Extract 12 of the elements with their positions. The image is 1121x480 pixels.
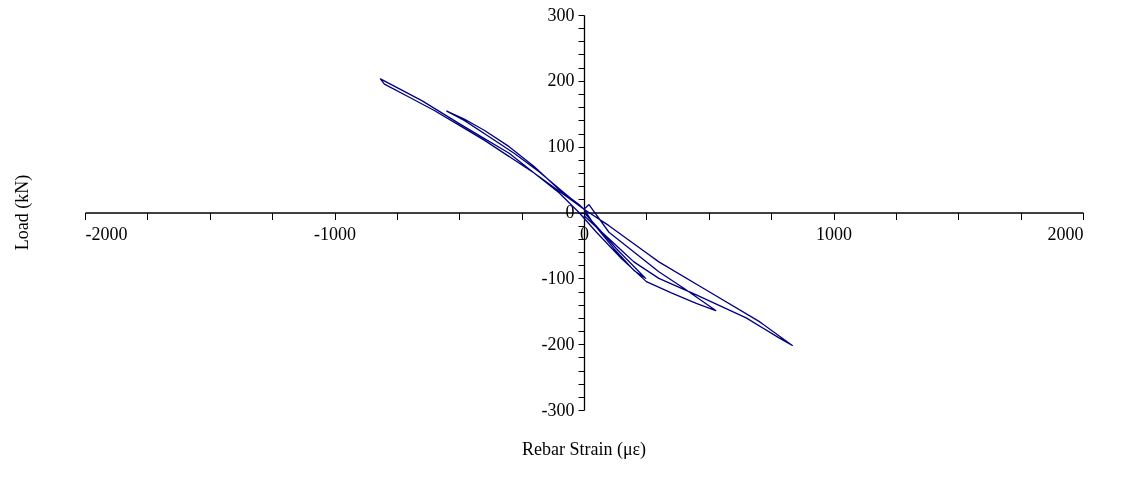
y-axis-title: Load (kN) [12,174,33,251]
x-axis-title: Rebar Strain (με) [521,439,647,460]
x-tick-label: -1000 [314,224,356,244]
x-tick-label: 2000 [1047,224,1084,244]
y-tick-label: -200 [541,333,575,354]
y-tick-label: 300 [547,4,575,25]
y-tick-label: 100 [547,136,575,157]
x-tick-label: 1000 [816,224,852,244]
x-tick-label: -2000 [85,224,128,244]
y-tick-label: -300 [541,399,575,420]
y-tick-label: -100 [541,267,575,288]
y-tick-label: 200 [547,70,575,91]
